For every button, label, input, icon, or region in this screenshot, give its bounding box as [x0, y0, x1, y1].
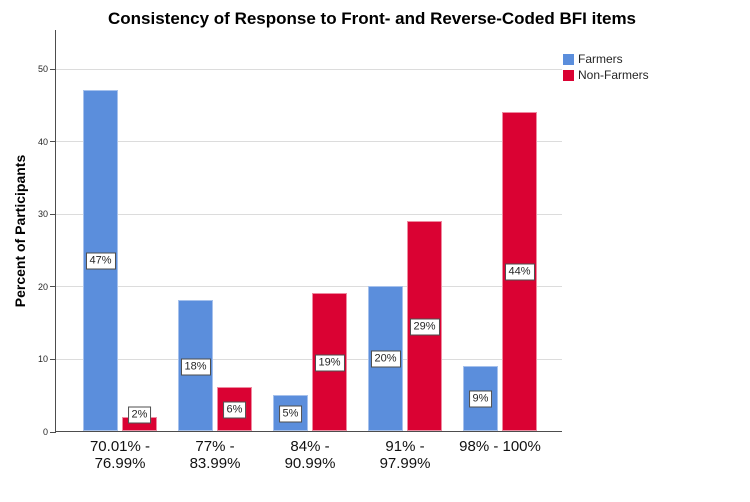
value-label: 9%: [468, 390, 493, 408]
legend-item-non-farmers: Non-Farmers: [563, 67, 649, 83]
y-tick-label: 10: [37, 354, 48, 365]
plot-area: 0 10 20 30 40 50 47% 2% 70.01% - 76.99% 18% 6% 77% …: [38, 30, 562, 472]
gridline-30: [56, 213, 562, 215]
legend-swatch-farmers: [563, 53, 574, 65]
y-tick-label: 40: [37, 136, 48, 147]
value-label: 20%: [370, 350, 401, 368]
y-tick-mark-40: [50, 141, 56, 143]
value-label: 18%: [180, 358, 211, 376]
x-tick-label-3: 91% - 97.99%: [379, 438, 431, 472]
x-tick-label-2: 84% - 90.99%: [284, 438, 336, 472]
y-tick-mark-20: [50, 286, 56, 288]
y-tick-label: 0: [42, 427, 48, 437]
y-tick-label: 20: [37, 281, 48, 292]
y-tick-label: 30: [37, 209, 48, 220]
value-label: 19%: [314, 354, 345, 372]
legend-swatch-non-farmers: [563, 69, 574, 81]
chart-title: Consistency of Response to Front- and Re…: [107, 9, 637, 28]
y-tick-mark-30: [50, 213, 56, 215]
x-tick-label-0: 70.01% - 76.99%: [89, 438, 151, 472]
value-label: 47%: [85, 252, 116, 270]
y-tick-mark-0: [50, 431, 56, 433]
value-label: 29%: [409, 318, 440, 336]
value-label: 44%: [504, 263, 535, 281]
legend: Farmers Non-Farmers: [563, 51, 649, 83]
value-label: 5%: [278, 405, 303, 423]
legend-item-farmers: Farmers: [563, 51, 649, 67]
x-tick-label-4: 98% - 100%: [459, 438, 541, 455]
x-tick-label-1: 77% - 83.99%: [189, 438, 241, 472]
y-tick-label: 50: [37, 64, 48, 75]
gridline-50: [56, 68, 562, 70]
gridline-10: [56, 358, 562, 360]
value-label: 2%: [127, 406, 152, 424]
gridline-40: [56, 141, 562, 143]
y-tick-mark-10: [50, 358, 56, 360]
legend-label-non-farmers: Non-Farmers: [578, 68, 649, 82]
legend-label-farmers: Farmers: [578, 52, 623, 66]
y-tick-mark-50: [50, 68, 56, 70]
gridline-20: [56, 286, 562, 288]
value-label: 6%: [222, 401, 247, 419]
